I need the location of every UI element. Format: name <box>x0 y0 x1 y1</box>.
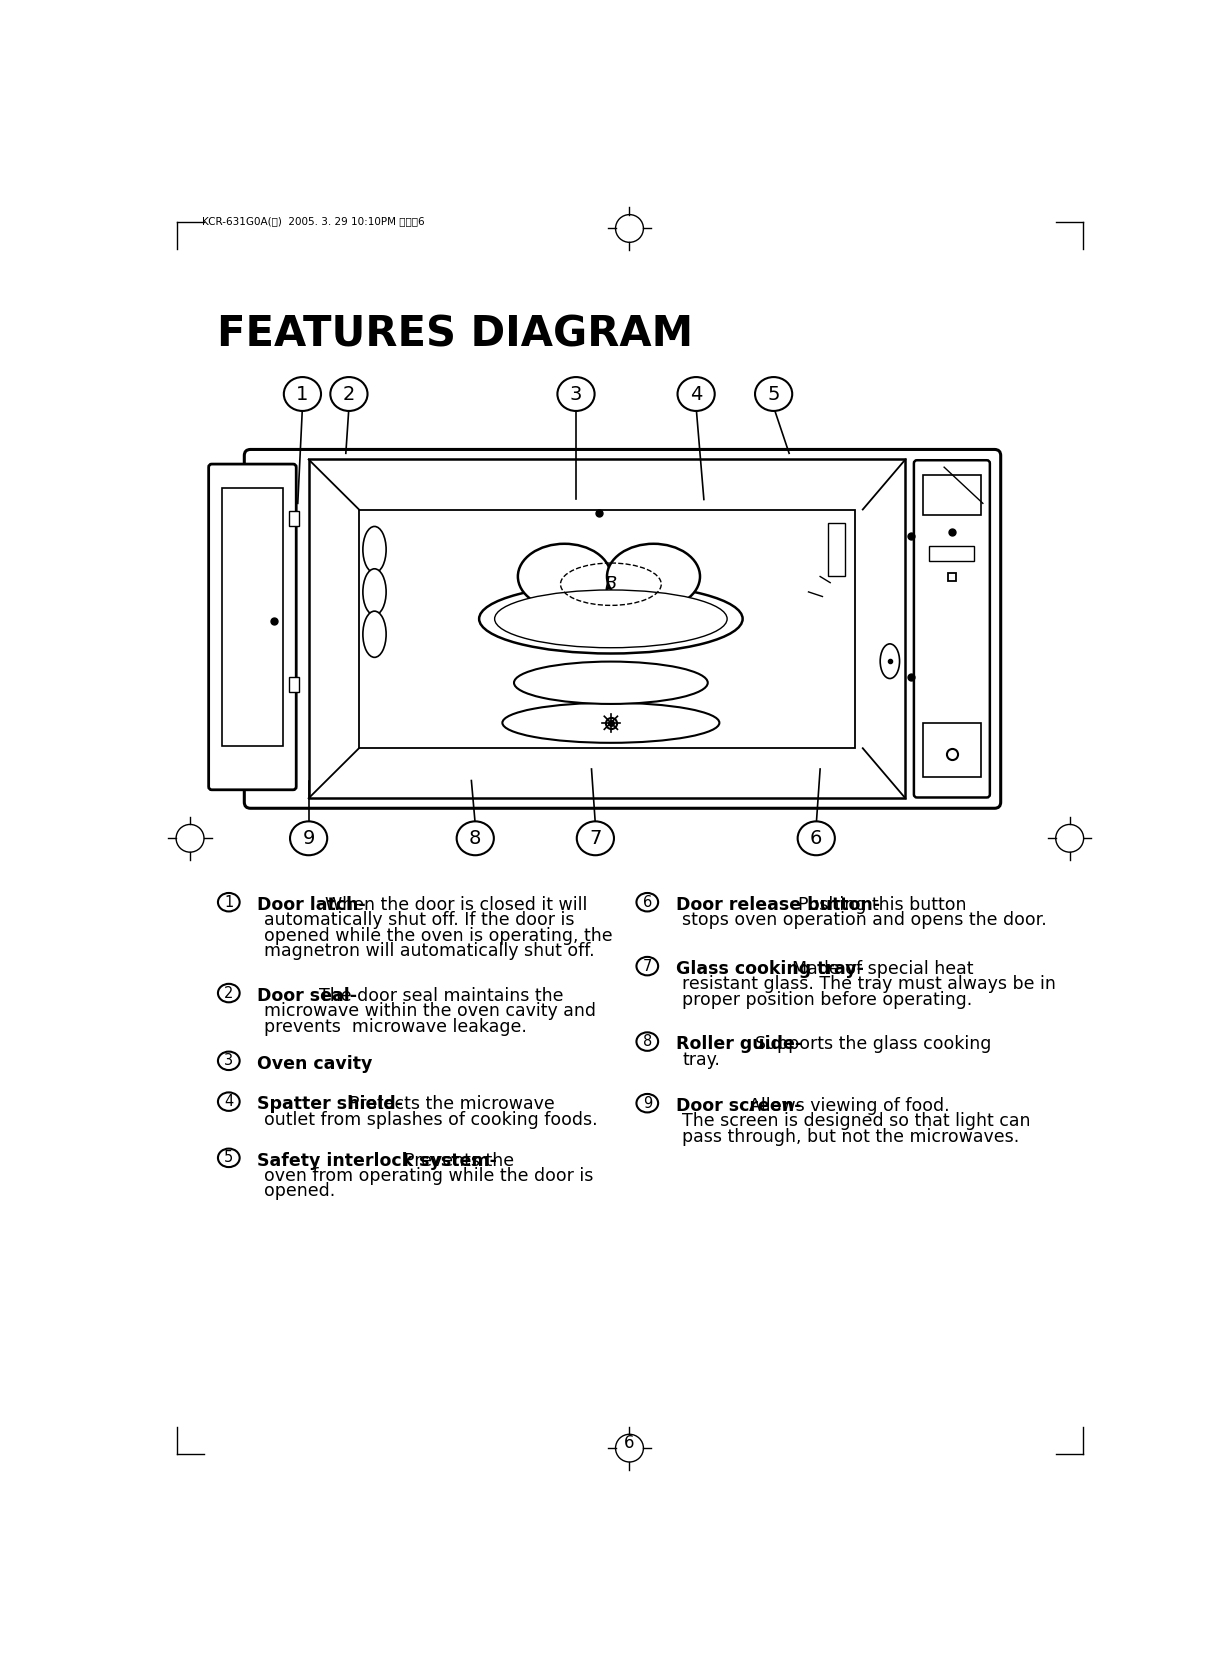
Text: KCR-631G0A(연)  2005. 3. 29 10:10PM 페이지6: KCR-631G0A(연) 2005. 3. 29 10:10PM 페이지6 <box>202 216 424 226</box>
Ellipse shape <box>479 584 742 654</box>
Text: proper position before operating.: proper position before operating. <box>682 991 972 1009</box>
Ellipse shape <box>503 702 719 742</box>
Ellipse shape <box>755 377 793 412</box>
Ellipse shape <box>363 526 386 573</box>
Text: The screen is designed so that light can: The screen is designed so that light can <box>682 1112 1031 1130</box>
Ellipse shape <box>218 1092 240 1111</box>
Text: Allows viewing of food.: Allows viewing of food. <box>750 1097 950 1116</box>
Ellipse shape <box>218 1051 240 1071</box>
Text: prevents  microwave leakage.: prevents microwave leakage. <box>264 1018 526 1036</box>
Text: pass through, but not the microwaves.: pass through, but not the microwaves. <box>682 1127 1019 1145</box>
Text: Door seal-: Door seal- <box>257 988 358 1004</box>
Ellipse shape <box>558 377 595 412</box>
Ellipse shape <box>607 544 701 609</box>
Text: 5: 5 <box>224 1150 234 1165</box>
Text: automatically shut off. If the door is: automatically shut off. If the door is <box>264 911 574 930</box>
Ellipse shape <box>218 893 240 911</box>
FancyBboxPatch shape <box>209 465 296 790</box>
Text: Door release button-: Door release button- <box>676 896 880 915</box>
Ellipse shape <box>576 822 614 855</box>
Text: B: B <box>605 576 617 593</box>
Text: 6: 6 <box>643 895 651 910</box>
Text: 2: 2 <box>224 986 234 1001</box>
Text: opened while the oven is operating, the: opened while the oven is operating, the <box>264 926 612 945</box>
Text: Protects the microwave: Protects the microwave <box>349 1096 554 1114</box>
Bar <box>923 722 981 777</box>
Text: The door seal maintains the: The door seal maintains the <box>318 988 563 1004</box>
Text: Glass cooking tray-: Glass cooking tray- <box>676 959 864 978</box>
Text: 4: 4 <box>224 1094 234 1109</box>
Ellipse shape <box>457 822 494 855</box>
Text: Pushing this button: Pushing this button <box>798 896 966 915</box>
Text: Supports the glass cooking: Supports the glass cooking <box>756 1036 992 1054</box>
Text: Made of special heat: Made of special heat <box>791 959 973 978</box>
Bar <box>923 475 981 515</box>
Ellipse shape <box>637 893 659 911</box>
Bar <box>929 546 973 561</box>
Ellipse shape <box>677 377 715 412</box>
Ellipse shape <box>514 662 708 704</box>
Ellipse shape <box>218 1149 240 1167</box>
Text: 1: 1 <box>224 895 234 910</box>
Text: 9: 9 <box>643 1096 651 1111</box>
Bar <box>308 460 906 798</box>
Text: microwave within the oven cavity and: microwave within the oven cavity and <box>264 1003 596 1021</box>
Ellipse shape <box>363 569 386 614</box>
Bar <box>289 511 299 526</box>
Text: 3: 3 <box>570 385 583 403</box>
Ellipse shape <box>218 984 240 1003</box>
Text: stops oven operation and opens the door.: stops oven operation and opens the door. <box>682 911 1047 930</box>
Text: oven from operating while the door is: oven from operating while the door is <box>264 1167 594 1185</box>
Ellipse shape <box>798 822 834 855</box>
Text: Prevents the: Prevents the <box>404 1152 514 1170</box>
Text: Oven cavity: Oven cavity <box>257 1054 372 1072</box>
Text: opened.: opened. <box>264 1182 336 1200</box>
Ellipse shape <box>331 377 367 412</box>
FancyBboxPatch shape <box>245 450 1000 808</box>
Bar <box>359 510 855 749</box>
Ellipse shape <box>637 1094 659 1112</box>
Text: 4: 4 <box>689 385 702 403</box>
Ellipse shape <box>637 956 659 976</box>
Bar <box>221 488 283 745</box>
Ellipse shape <box>880 644 900 679</box>
Ellipse shape <box>290 822 327 855</box>
Bar <box>289 677 299 692</box>
Text: When the door is closed it will: When the door is closed it will <box>324 896 587 915</box>
Text: 1: 1 <box>296 385 308 403</box>
Text: 8: 8 <box>469 828 482 848</box>
Text: magnetron will automatically shut off.: magnetron will automatically shut off. <box>264 943 595 959</box>
Text: 9: 9 <box>302 828 315 848</box>
Text: 2: 2 <box>343 385 355 403</box>
Ellipse shape <box>363 611 386 657</box>
Text: Spatter shield-: Spatter shield- <box>257 1096 403 1114</box>
Ellipse shape <box>284 377 321 412</box>
Text: 5: 5 <box>767 385 780 403</box>
Text: outlet from splashes of cooking foods.: outlet from splashes of cooking foods. <box>264 1111 597 1129</box>
Text: Door screen-: Door screen- <box>676 1097 801 1116</box>
Text: Door latch-: Door latch- <box>257 896 366 915</box>
FancyBboxPatch shape <box>914 460 989 797</box>
Text: FEATURES DIAGRAM: FEATURES DIAGRAM <box>218 314 693 355</box>
Text: 7: 7 <box>589 828 601 848</box>
Ellipse shape <box>637 1033 659 1051</box>
Text: 7: 7 <box>643 958 653 974</box>
Text: 3: 3 <box>224 1054 234 1069</box>
Text: 6: 6 <box>810 828 822 848</box>
Text: tray.: tray. <box>682 1051 720 1069</box>
Text: 8: 8 <box>643 1034 651 1049</box>
Ellipse shape <box>517 544 611 609</box>
Text: Roller guide-: Roller guide- <box>676 1036 803 1054</box>
Text: 6: 6 <box>624 1434 634 1452</box>
Bar <box>828 523 844 576</box>
Text: resistant glass. The tray must always be in: resistant glass. The tray must always be… <box>682 976 1056 993</box>
Ellipse shape <box>494 589 728 647</box>
Text: Safety interlock system-: Safety interlock system- <box>257 1152 498 1170</box>
